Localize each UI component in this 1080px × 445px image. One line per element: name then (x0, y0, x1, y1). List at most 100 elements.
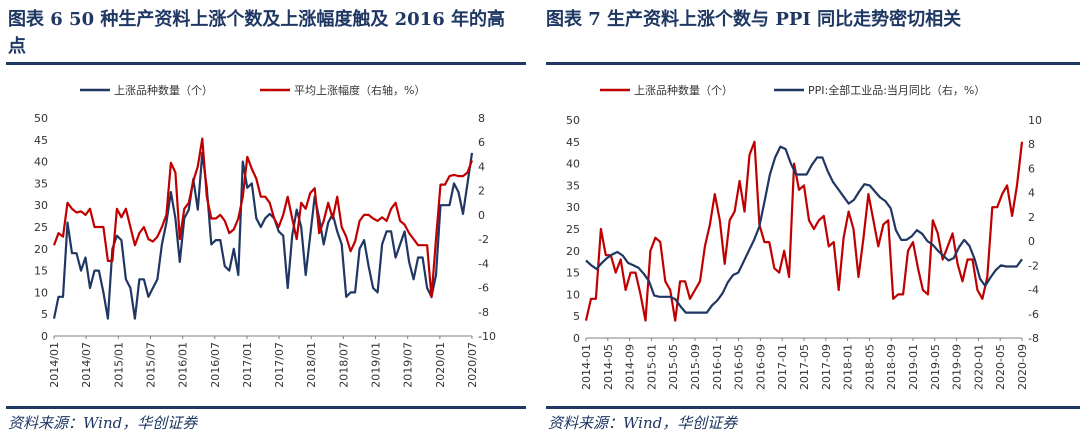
series-line (52, 151, 474, 320)
x-tick-label: 2016-01 (711, 344, 724, 390)
y-left-tick-label: 20 (566, 245, 580, 258)
x-tick-label: 2020/07 (466, 342, 479, 388)
y-left-tick-label: 45 (34, 134, 48, 147)
y-left-tick-label: 50 (34, 112, 48, 125)
y-right-tick-label: 2 (1028, 211, 1035, 224)
legend-label: PPI:全部工业品:当月同比（右，%） (808, 83, 985, 97)
y-right-tick-label: 0 (478, 209, 485, 222)
x-tick-label: 2014-01 (580, 344, 593, 390)
y-right-tick-label: 8 (1028, 138, 1035, 151)
y-left-tick-label: 15 (566, 267, 580, 280)
source-note: 资料来源：Wind，华创证券 (548, 414, 738, 432)
x-tick-label: 2015-09 (689, 344, 702, 390)
y-left-tick-label: 10 (34, 286, 48, 299)
title-rule (6, 62, 526, 65)
x-tick-label: 2015/07 (144, 342, 157, 388)
x-tick-label: 2017/07 (273, 342, 286, 388)
y-left-tick-label: 35 (566, 179, 580, 192)
y-right-tick-label: 0 (1028, 235, 1035, 248)
legend-item: PPI:全部工业品:当月同比（右，%） (774, 83, 985, 97)
x-tick-label: 2015-01 (645, 344, 658, 390)
y-right-tick-label: -4 (478, 257, 489, 270)
x-tick-label: 2014/07 (80, 342, 93, 388)
legend-item: 上涨品种数量（个） (600, 83, 733, 97)
x-tick-label: 2018-01 (842, 344, 855, 390)
y-left-tick-label: 35 (34, 177, 48, 190)
panel-figure-7: 图表 7 生产资料上涨个数与 PPI 同比走势密切相关 上涨品种数量（个） PPI… (540, 0, 1080, 445)
x-tick-label: 2020-01 (972, 344, 985, 390)
x-tick-label: 2016-05 (733, 344, 746, 390)
y-left-tick-label: 25 (34, 221, 48, 234)
x-tick-label: 2019-09 (951, 344, 964, 390)
y-right-tick-label: 6 (478, 136, 485, 149)
line-chart-figure-6: 上涨品种数量（个） 平均上涨幅度（右轴，%）0510152025303540455… (34, 83, 496, 388)
legend-item: 平均上涨幅度（右轴，%） (260, 83, 425, 97)
y-left-tick-label: 50 (566, 114, 580, 127)
x-tick-label: 2014-05 (602, 344, 615, 390)
y-right-tick-label: -4 (1028, 284, 1039, 297)
x-tick-label: 2020-05 (994, 344, 1007, 390)
y-left-tick-label: 25 (566, 223, 580, 236)
y-right-tick-label: -8 (478, 306, 489, 319)
x-tick-label: 2017-01 (776, 344, 789, 390)
x-tick-label: 2014/01 (48, 342, 61, 388)
x-tick-label: 2017/01 (241, 342, 254, 388)
x-tick-label: 2019/01 (370, 342, 383, 388)
y-left-tick-label: 40 (566, 158, 580, 171)
y-right-tick-label: -2 (1028, 259, 1039, 272)
title-rule (546, 62, 1080, 65)
source-rule (546, 406, 1080, 409)
y-left-tick-label: 5 (573, 310, 580, 323)
legend-item: 上涨品种数量（个） (80, 83, 213, 97)
y-left-tick-label: 30 (34, 199, 48, 212)
y-right-tick-label: 6 (1028, 162, 1035, 175)
x-tick-label: 2015/01 (112, 342, 125, 388)
x-tick-label: 2020/01 (434, 342, 447, 388)
y-left-tick-label: 0 (41, 330, 48, 343)
x-tick-label: 2020-09 (1016, 344, 1029, 390)
legend-label: 上涨品种数量（个） (634, 83, 733, 97)
y-right-tick-label: -6 (1028, 308, 1039, 321)
x-tick-label: 2018/01 (305, 342, 318, 388)
y-right-tick-label: -10 (478, 330, 496, 343)
y-right-tick-label: 2 (478, 185, 485, 198)
y-left-tick-label: 30 (566, 201, 580, 214)
line-chart-figure-7: 上涨品种数量（个） PPI:全部工业品:当月同比（右，%）051015202530… (566, 83, 1042, 390)
figure-title: 图表 6 50 种生产资料上涨个数及上涨幅度触及 2016 年的高点 (8, 9, 506, 57)
x-tick-label: 2019/07 (402, 342, 415, 388)
x-tick-label: 2018-09 (885, 344, 898, 390)
series-line (52, 137, 474, 299)
x-tick-label: 2017-09 (820, 344, 833, 390)
x-tick-label: 2016/01 (177, 342, 190, 388)
series-line (585, 145, 1023, 314)
x-tick-label: 2015-05 (667, 344, 680, 390)
y-left-tick-label: 40 (34, 156, 48, 169)
x-tick-label: 2019-05 (929, 344, 942, 390)
legend-label: 平均上涨幅度（右轴，%） (294, 83, 425, 97)
series-line (584, 140, 1024, 322)
y-right-tick-label: 10 (1028, 114, 1042, 127)
source-note: 资料来源：Wind，华创证券 (8, 414, 198, 432)
y-left-tick-label: 10 (566, 288, 580, 301)
y-right-tick-label: -6 (478, 282, 489, 295)
y-right-tick-label: 8 (478, 112, 485, 125)
x-tick-label: 2018-05 (863, 344, 876, 390)
y-left-tick-label: 15 (34, 265, 48, 278)
x-tick-label: 2016-09 (754, 344, 767, 390)
x-tick-label: 2017-05 (798, 344, 811, 390)
y-left-tick-label: 0 (573, 332, 580, 345)
legend-label: 上涨品种数量（个） (114, 83, 213, 97)
x-tick-label: 2019-01 (907, 344, 920, 390)
x-tick-label: 2016/07 (209, 342, 222, 388)
y-right-tick-label: 4 (1028, 187, 1035, 200)
y-left-tick-label: 20 (34, 243, 48, 256)
y-right-tick-label: 4 (478, 160, 485, 173)
x-tick-label: 2018/07 (337, 342, 350, 388)
figure-title: 图表 7 生产资料上涨个数与 PPI 同比走势密切相关 (546, 9, 962, 30)
y-left-tick-label: 5 (41, 308, 48, 321)
source-rule (6, 406, 526, 409)
y-right-tick-label: -8 (1028, 332, 1039, 345)
y-left-tick-label: 45 (566, 136, 580, 149)
panel-figure-6: 图表 6 50 种生产资料上涨个数及上涨幅度触及 2016 年的高点 上涨品种数… (0, 0, 526, 445)
y-right-tick-label: -2 (478, 233, 489, 246)
